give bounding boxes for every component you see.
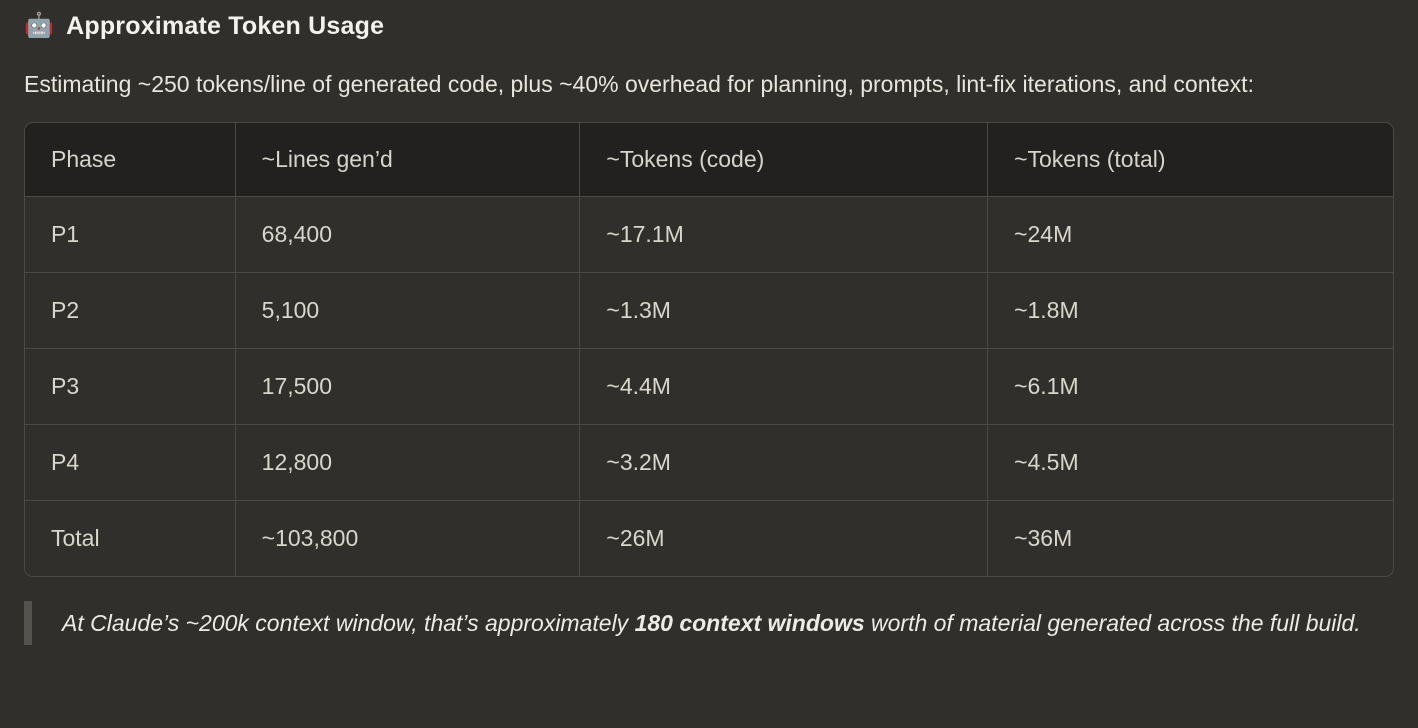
section-heading: 🤖 Approximate Token Usage bbox=[24, 10, 1394, 42]
blockquote-text: worth of material generated across the f… bbox=[864, 610, 1361, 636]
blockquote-bold-text: 180 context windows bbox=[634, 610, 865, 636]
table-row: P4 12,800 ~3.2M ~4.5M bbox=[25, 425, 1393, 501]
table-cell: ~1.3M bbox=[580, 273, 989, 349]
table-cell: ~103,800 bbox=[236, 501, 581, 576]
intro-paragraph: Estimating ~250 tokens/line of generated… bbox=[24, 71, 1254, 97]
table-cell: 17,500 bbox=[235, 349, 581, 425]
table-cell: P2 bbox=[25, 273, 236, 349]
table-cell: ~26M bbox=[580, 501, 989, 576]
table-cell: 5,100 bbox=[235, 273, 581, 349]
table-cell: P4 bbox=[25, 425, 236, 501]
table-row: P1 68,400 ~17.1M ~24M bbox=[25, 197, 1393, 273]
column-header-lines: ~Lines gen’d bbox=[235, 123, 581, 197]
robot-emoji-icon: 🤖 bbox=[24, 12, 55, 39]
table-cell: Total bbox=[25, 501, 236, 576]
table-row: P3 17,500 ~4.4M ~6.1M bbox=[25, 349, 1393, 425]
table-cell: ~4.5M bbox=[988, 425, 1393, 501]
column-header-tokens-code: ~Tokens (code) bbox=[580, 123, 989, 197]
table-cell: ~24M bbox=[988, 197, 1393, 273]
table-cell: ~3.2M bbox=[580, 425, 989, 501]
column-header-phase: Phase bbox=[25, 123, 236, 197]
table-cell: P3 bbox=[25, 349, 236, 425]
context-window-blockquote: At Claude’s ~200k context window, that’s… bbox=[24, 601, 1364, 645]
table-row-total: Total ~103,800 ~26M ~36M bbox=[25, 501, 1393, 576]
table-cell: ~4.4M bbox=[580, 349, 989, 425]
table-cell: ~36M bbox=[1014, 525, 1073, 551]
table-cell: P1 bbox=[25, 197, 236, 273]
table-cell: ~6.1M bbox=[988, 349, 1393, 425]
table-cell: 68,400 bbox=[235, 197, 581, 273]
section-title: Approximate Token Usage bbox=[66, 12, 385, 40]
table-row: P2 5,100 ~1.3M ~1.8M bbox=[25, 273, 1393, 349]
token-usage-table: Phase ~Lines gen’d ~Tokens (code) ~Token… bbox=[24, 122, 1394, 577]
table-cell: ~17.1M bbox=[580, 197, 989, 273]
table-cell: 12,800 bbox=[235, 425, 581, 501]
table-header-row: Phase ~Lines gen’d ~Tokens (code) ~Token… bbox=[25, 123, 1393, 197]
table-cell: ~1.8M bbox=[988, 273, 1393, 349]
blockquote-text: At Claude’s ~200k context window, that’s… bbox=[62, 610, 635, 636]
column-header-tokens-total: ~Tokens (total) bbox=[988, 123, 1393, 197]
